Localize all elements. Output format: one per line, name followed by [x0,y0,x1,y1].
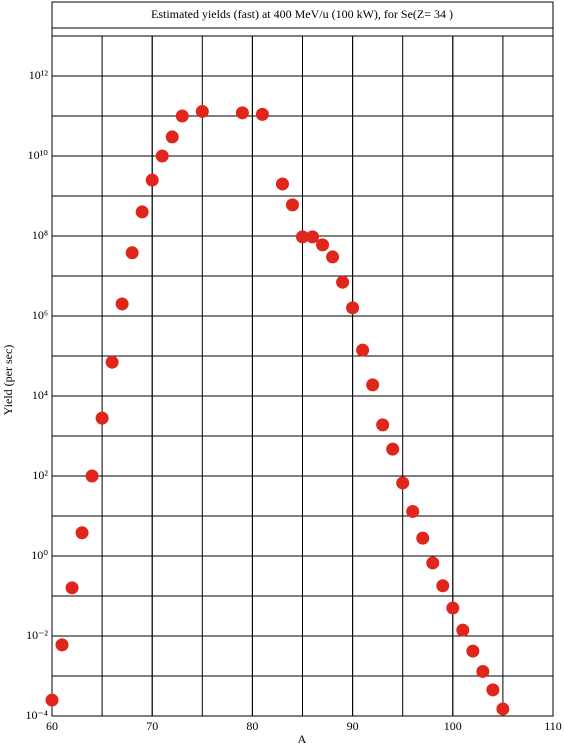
data-point [125,246,139,260]
x-tick-label: 100 [444,719,462,733]
data-point [296,230,309,244]
y-tick-label: 10⁴ [32,388,48,402]
data-point [486,683,500,697]
data-point [145,173,159,187]
data-point [165,130,179,144]
data-point [406,504,420,518]
data-point [285,198,299,212]
data-point [316,238,330,252]
data-point [376,418,390,432]
x-tick-label: 90 [347,719,359,733]
data-point [476,664,490,678]
data-point [306,230,320,244]
y-tick-label: 10⁸ [32,228,48,242]
data-point [456,623,470,637]
data-point [396,476,410,490]
y-tick-label: 10² [32,468,48,482]
x-tick-label: 110 [544,719,562,733]
data-point [195,104,209,118]
data-point [466,644,480,658]
y-axis-label: Yield (per sec) [1,345,15,416]
data-point [135,205,149,219]
y-tick-label: 10⁻² [26,628,48,642]
data-point [75,526,89,540]
data-point [416,531,430,545]
y-tick-label: 10⁰ [31,548,48,562]
data-point [235,106,249,120]
data-point [336,275,350,289]
x-axis-label: A [298,732,307,746]
data-point [105,355,119,369]
y-tick-label: 10⁻⁴ [25,708,48,722]
y-tick-label: 10¹² [29,68,49,82]
data-point [446,601,460,615]
data-point [426,556,440,570]
data-point [45,693,59,707]
data-point [85,469,99,483]
x-tick-label: 60 [46,719,58,733]
data-point [326,250,340,264]
x-tick-label: 70 [146,719,158,733]
data-point [366,378,380,392]
data-point [115,297,129,311]
data-point [175,109,189,123]
data-point [65,581,79,595]
data-point [346,301,360,315]
data-point [496,702,510,716]
data-point [356,343,370,357]
data-point [95,411,109,425]
chart-title: Estimated yields (fast) at 400 MeV/u (10… [151,7,453,21]
data-point [55,638,69,652]
data-point [436,579,450,593]
data-point [255,107,269,121]
y-tick-label: 10⁶ [32,308,48,322]
data-point [155,149,169,163]
y-tick-label: 10¹⁰ [28,148,49,162]
data-point [386,442,400,456]
data-point [275,177,289,191]
x-tick-label: 80 [246,719,258,733]
